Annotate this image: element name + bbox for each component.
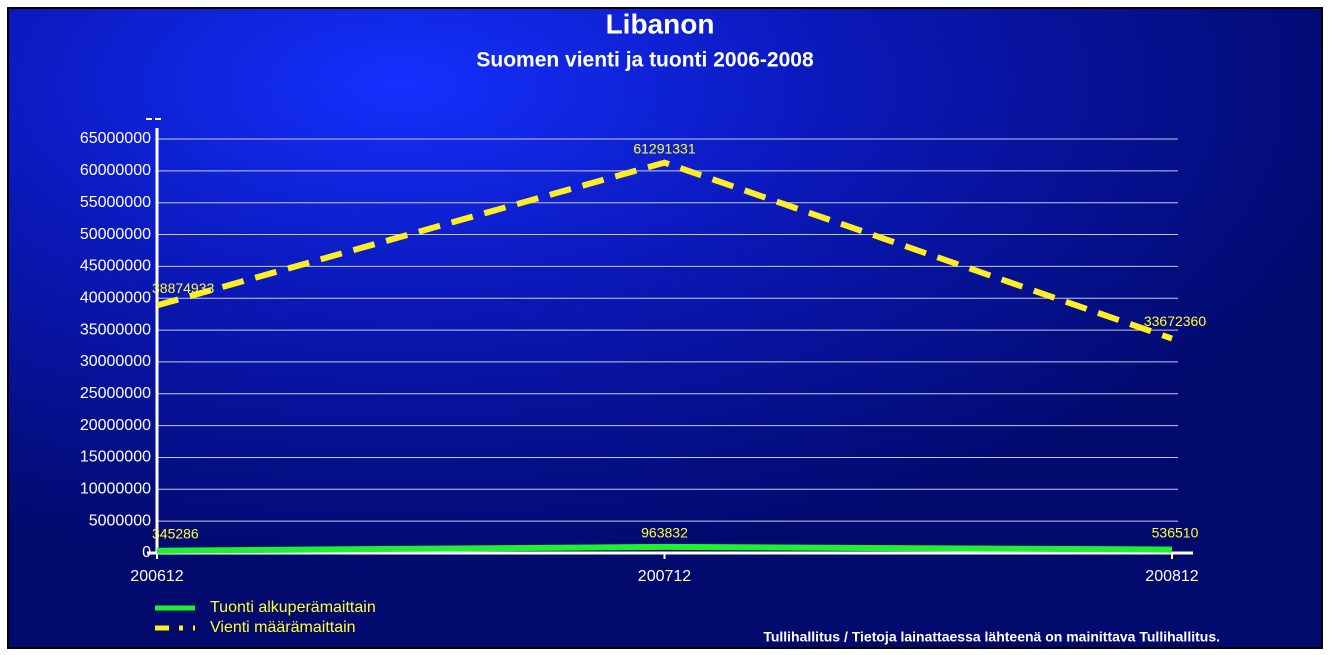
y-tick-label: 0 [142, 544, 151, 561]
line [156, 543, 1173, 554]
value-label: 38874933 [152, 280, 215, 296]
value-label: 963832 [641, 525, 688, 541]
y-tick-label: 20000000 [80, 417, 151, 434]
line [156, 159, 1173, 342]
value-label: 345286 [152, 526, 199, 542]
y-tick-label: 40000000 [80, 289, 151, 306]
chart-title: Libanon [606, 8, 715, 39]
value-label: 536510 [1152, 524, 1199, 540]
x-tick-label: 200612 [130, 568, 183, 585]
y-tick-label: 35000000 [80, 321, 151, 338]
legend-label: Vienti määrämaittain [210, 619, 356, 636]
x-tick-label: 200812 [1145, 568, 1198, 585]
chart-subtitle: Suomen vienti ja tuonti 2006-2008 [476, 49, 814, 72]
y-tick-label: 25000000 [80, 385, 151, 402]
x-tick-label: 200712 [638, 568, 691, 585]
y-tick-label: 60000000 [80, 162, 151, 179]
background [7, 7, 1323, 649]
y-tick-label: 65000000 [80, 130, 151, 147]
legend-label: Tuonti alkuperämaittain [210, 599, 376, 616]
y-tick-label: 55000000 [80, 194, 151, 211]
source: Tullihallitus / Tietoja lainattaessa läh… [763, 629, 1220, 645]
y-tick-label: 10000000 [80, 481, 151, 498]
value-label: 33672360 [1144, 313, 1207, 329]
y-tick-label: 15000000 [80, 449, 151, 466]
y-tick-label: 45000000 [80, 258, 151, 275]
y-tick-label: 50000000 [80, 226, 151, 243]
value-label: 61291331 [633, 140, 696, 156]
y-tick-label: 30000000 [80, 353, 151, 370]
y-tick-label: 5000000 [89, 512, 151, 529]
